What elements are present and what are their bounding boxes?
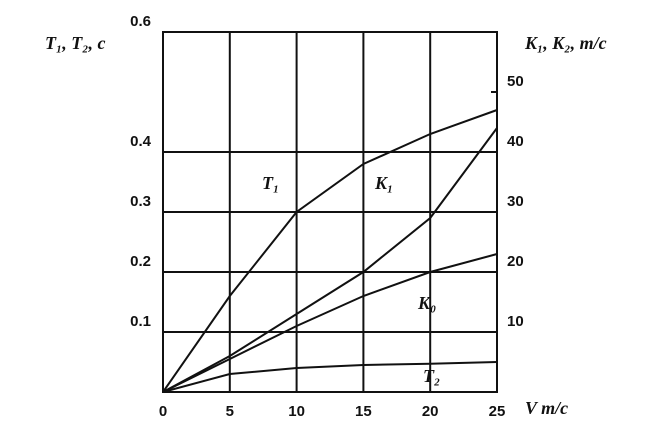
- x-tick-label: 20: [422, 403, 439, 420]
- y2-tick-label: 50: [507, 73, 524, 90]
- y2-tick-label: 20: [507, 253, 524, 270]
- series-label: T₂: [423, 366, 440, 386]
- series-line: [162, 127, 498, 393]
- y-tick-label: 0.4: [130, 133, 152, 150]
- y-axis-label: T₁, T₂, c: [45, 33, 106, 53]
- y2-tick-label: 30: [507, 193, 524, 210]
- y-tick-label: 0.3: [130, 193, 151, 210]
- series-line: [162, 109, 498, 393]
- x-tick-label: 15: [355, 403, 372, 420]
- y2-tick-label: 40: [507, 133, 524, 150]
- x-tick-label: 5: [226, 403, 234, 420]
- series-label: T₁: [262, 173, 279, 193]
- x-tick-label: 10: [288, 403, 305, 420]
- series-label: K₀: [417, 293, 436, 313]
- x-axis-label: V m/c: [525, 398, 568, 418]
- series-label: K₁: [374, 173, 393, 193]
- y-tick-label: 0.2: [130, 253, 151, 270]
- y-tick-label: 0.1: [130, 313, 151, 330]
- y2-tick-label: 10: [507, 313, 524, 330]
- y2-axis-label: K₁, K₂, m/c: [524, 33, 607, 53]
- x-tick-label: 25: [489, 403, 506, 420]
- series-line: [162, 361, 498, 393]
- y-tick-label: 0.6: [130, 13, 151, 30]
- series-line: [162, 253, 498, 393]
- x-tick-label: 0: [159, 403, 167, 420]
